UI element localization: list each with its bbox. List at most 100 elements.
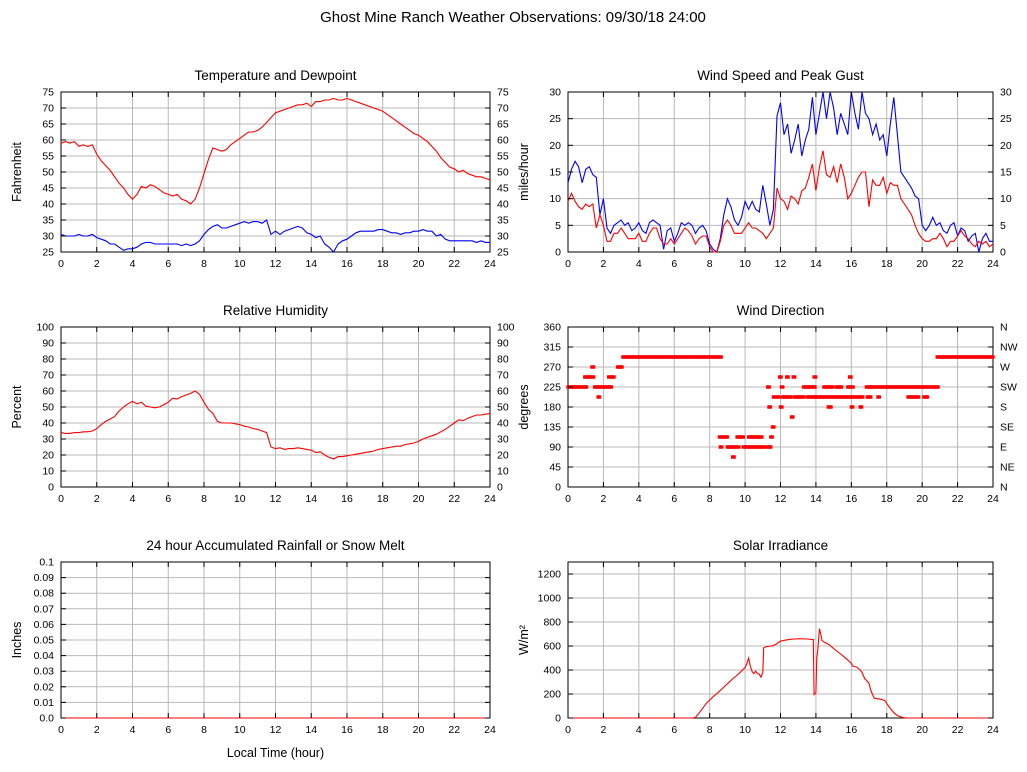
svg-text:N: N	[1000, 322, 1008, 334]
svg-text:180: 180	[543, 402, 561, 414]
svg-text:30: 30	[42, 231, 54, 243]
svg-text:16: 16	[845, 258, 857, 270]
svg-text:14: 14	[810, 724, 822, 736]
svg-text:135: 135	[543, 422, 561, 434]
svg-text:0.1: 0.1	[39, 557, 54, 569]
svg-text:6: 6	[165, 724, 171, 736]
svg-text:16: 16	[341, 724, 353, 736]
svg-text:40: 40	[42, 418, 54, 430]
svg-text:0.03: 0.03	[34, 666, 55, 678]
svg-text:6: 6	[671, 493, 677, 505]
svg-text:200: 200	[543, 689, 561, 701]
gridlines	[568, 562, 993, 718]
svg-text:24: 24	[484, 724, 496, 736]
svg-text:NW: NW	[1000, 342, 1018, 354]
svg-text:0.0: 0.0	[39, 713, 54, 725]
svg-text:80: 80	[497, 354, 509, 366]
svg-text:35: 35	[42, 215, 54, 227]
svg-text:22: 22	[448, 724, 460, 736]
svg-text:60: 60	[497, 386, 509, 398]
svg-text:18: 18	[881, 258, 893, 270]
svg-text:45: 45	[497, 183, 509, 195]
svg-text:24: 24	[484, 493, 496, 505]
svg-text:12: 12	[270, 258, 282, 270]
svg-text:5: 5	[555, 220, 561, 232]
series	[568, 628, 993, 719]
svg-text:20: 20	[916, 258, 928, 270]
svg-text:25: 25	[1000, 113, 1012, 125]
svg-text:0: 0	[48, 482, 54, 494]
svg-text:N: N	[1000, 482, 1008, 494]
svg-text:50: 50	[42, 167, 54, 179]
rainfall-chart: 24 hour Accumulated Rainfall or Snow Mel…	[10, 538, 496, 760]
svg-text:20: 20	[497, 450, 509, 462]
svg-text:24: 24	[987, 493, 999, 505]
svg-text:25: 25	[497, 247, 509, 259]
svg-text:20: 20	[413, 724, 425, 736]
svg-text:70: 70	[42, 370, 54, 382]
svg-text:20: 20	[916, 724, 928, 736]
svg-text:10: 10	[234, 724, 246, 736]
svg-text:2: 2	[94, 258, 100, 270]
svg-text:25: 25	[42, 247, 54, 259]
svg-text:0: 0	[565, 258, 571, 270]
svg-text:0: 0	[58, 724, 64, 736]
temperature-chart-title: Temperature and Dewpoint	[194, 68, 356, 83]
wind-direction-chart: Wind Direction degrees 0 2 4 6 8 10 12 14 16 18 20…	[517, 303, 1018, 505]
svg-text:8: 8	[707, 724, 713, 736]
svg-text:18: 18	[377, 493, 389, 505]
svg-text:2: 2	[94, 724, 100, 736]
solar-y-axis-label: W/m²	[517, 625, 531, 655]
svg-text:2: 2	[600, 493, 606, 505]
axis-ticks-and-labels: 0 2 4 6 8 10 12 14 16 18 20 22 240.00.010.020.030.04…	[34, 557, 496, 737]
svg-text:10: 10	[497, 466, 509, 478]
svg-text:20: 20	[413, 493, 425, 505]
svg-text:0: 0	[555, 482, 561, 494]
svg-text:S: S	[1000, 402, 1007, 414]
svg-text:225: 225	[543, 382, 561, 394]
svg-text:70: 70	[42, 103, 54, 115]
svg-text:24: 24	[987, 724, 999, 736]
svg-text:270: 270	[543, 362, 561, 374]
svg-text:6: 6	[671, 258, 677, 270]
svg-text:360: 360	[543, 322, 561, 334]
svg-text:70: 70	[497, 103, 509, 115]
svg-text:70: 70	[497, 370, 509, 382]
svg-text:16: 16	[845, 724, 857, 736]
svg-text:45: 45	[549, 462, 561, 474]
svg-text:60: 60	[42, 135, 54, 147]
wind-speed-chart-title: Wind Speed and Peak Gust	[697, 68, 864, 83]
svg-text:10: 10	[739, 724, 751, 736]
svg-text:0: 0	[555, 713, 561, 725]
svg-text:0.05: 0.05	[34, 635, 55, 647]
svg-text:60: 60	[497, 135, 509, 147]
svg-text:4: 4	[130, 724, 136, 736]
svg-text:22: 22	[448, 493, 460, 505]
svg-text:16: 16	[341, 493, 353, 505]
svg-text:12: 12	[775, 258, 787, 270]
svg-text:0.06: 0.06	[34, 619, 55, 631]
svg-text:5: 5	[1000, 220, 1006, 232]
svg-text:100: 100	[497, 322, 515, 334]
svg-text:16: 16	[845, 493, 857, 505]
humidity-y-axis-label: Percent	[10, 385, 24, 429]
rainfall-y-axis-label: Inches	[10, 622, 24, 659]
svg-text:12: 12	[270, 493, 282, 505]
svg-text:0: 0	[58, 258, 64, 270]
temperature-y-axis-label: Fahrenheit	[10, 142, 24, 202]
svg-text:0: 0	[1000, 247, 1006, 259]
svg-text:30: 30	[42, 434, 54, 446]
svg-text:18: 18	[881, 493, 893, 505]
svg-text:0.09: 0.09	[34, 572, 55, 584]
svg-text:15: 15	[1000, 167, 1012, 179]
svg-text:18: 18	[377, 724, 389, 736]
svg-text:30: 30	[497, 434, 509, 446]
svg-text:12: 12	[775, 724, 787, 736]
svg-text:14: 14	[810, 493, 822, 505]
svg-text:1000: 1000	[538, 593, 562, 605]
svg-text:14: 14	[305, 493, 317, 505]
